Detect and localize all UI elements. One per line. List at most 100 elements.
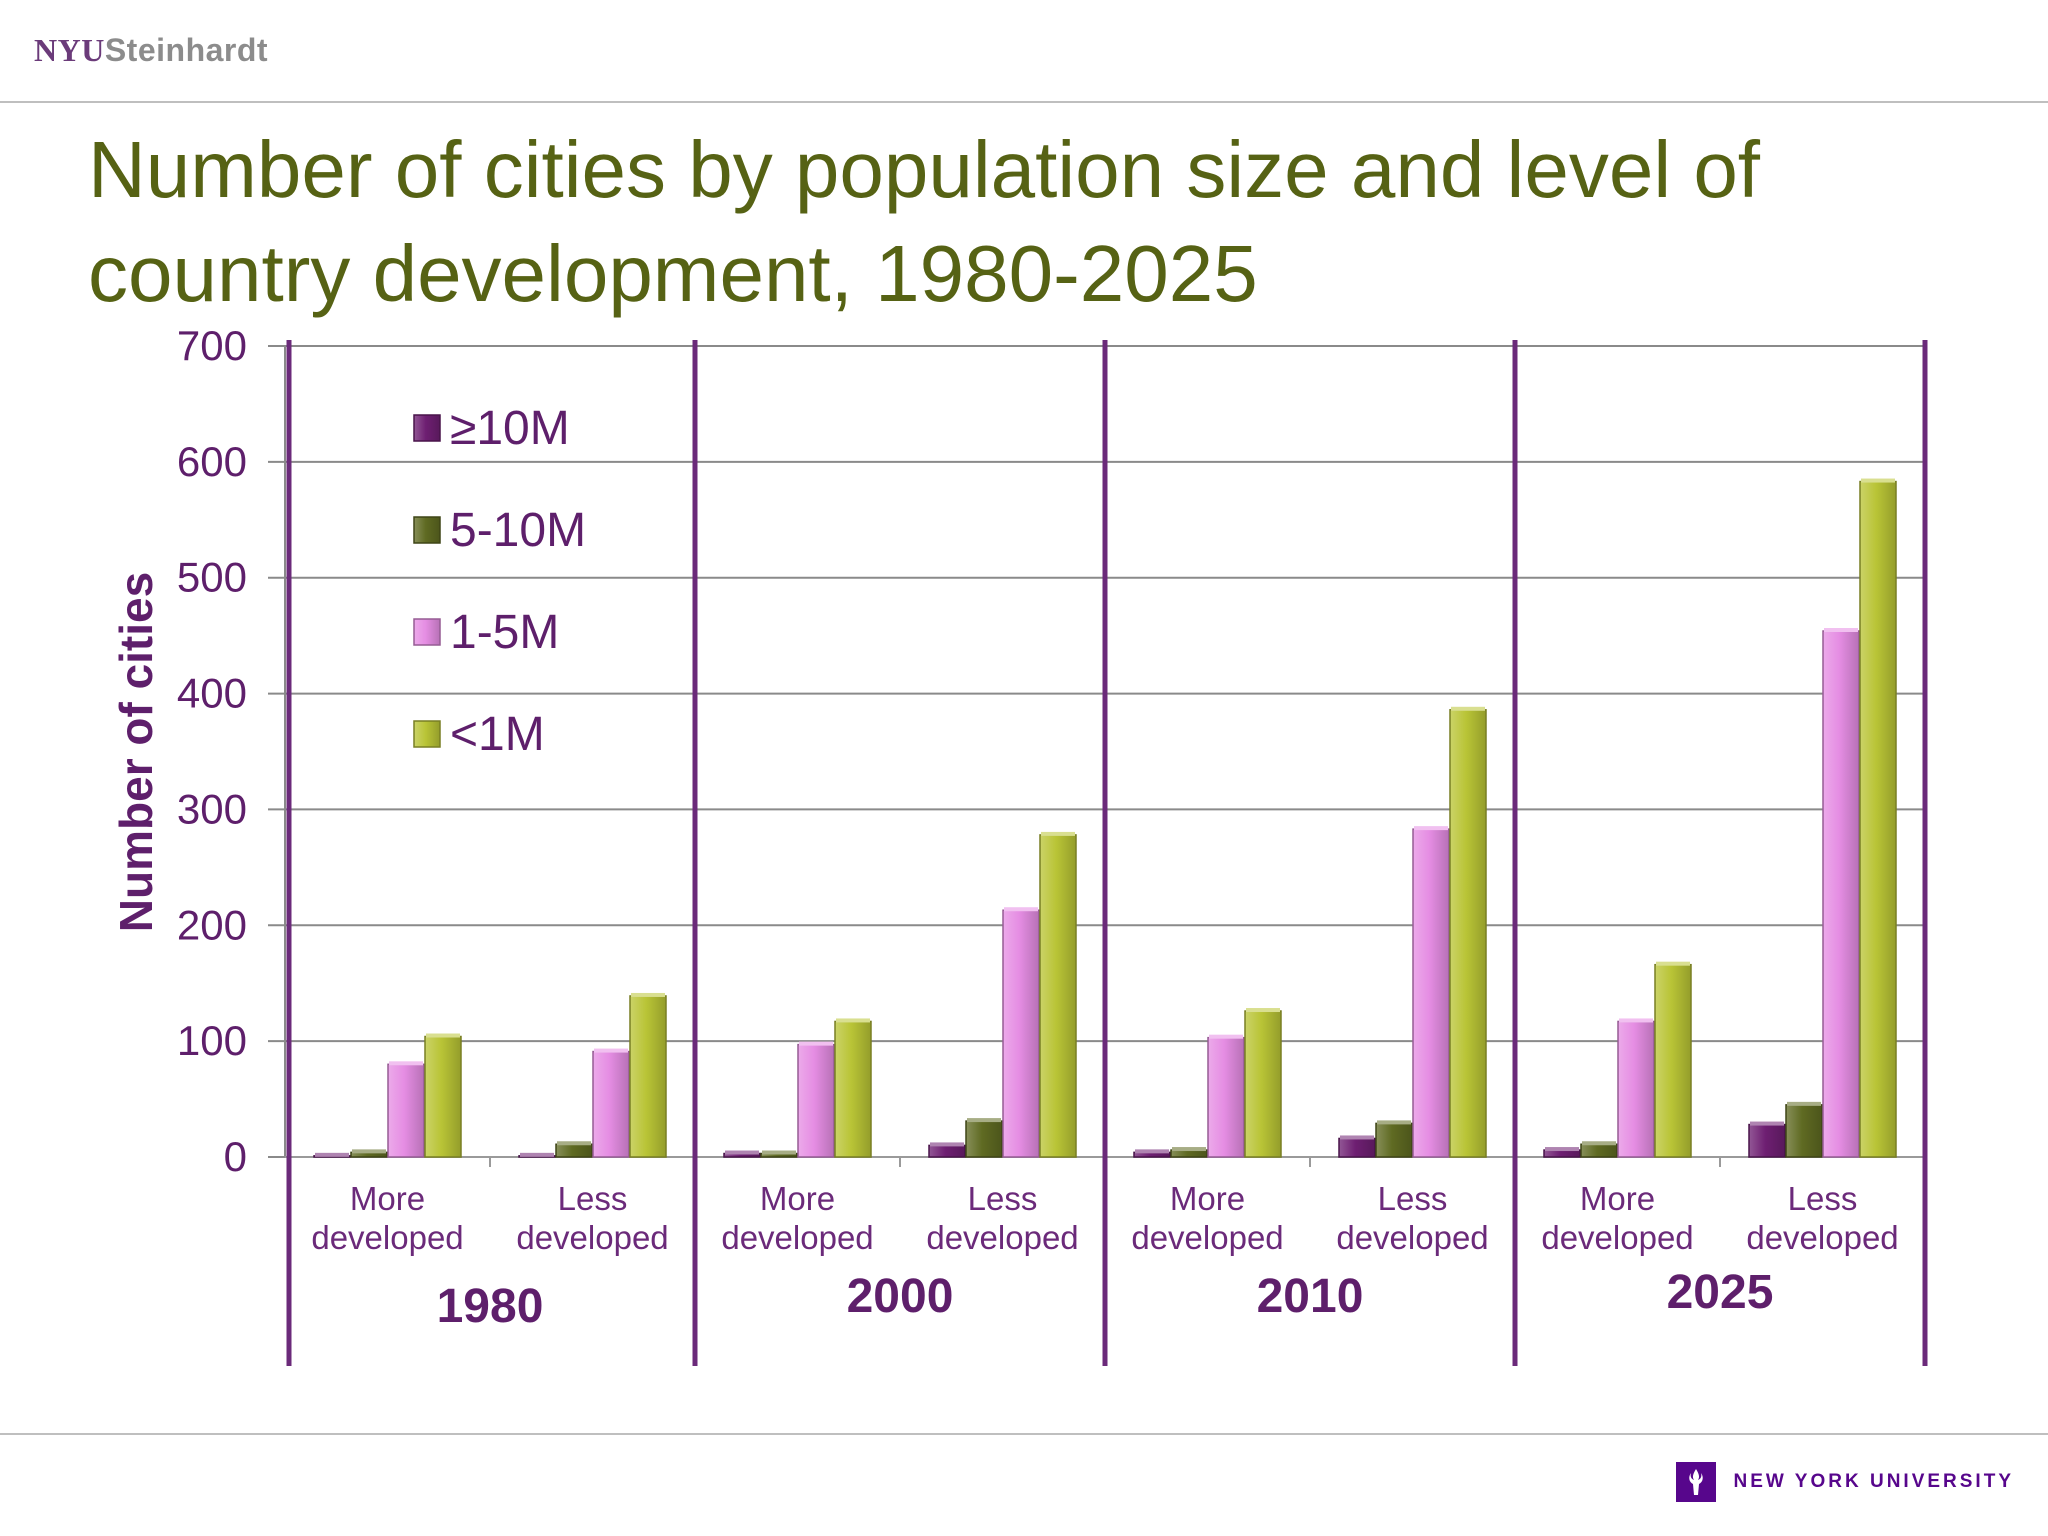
bar-top-highlight bbox=[1172, 1147, 1206, 1152]
bar bbox=[797, 1043, 835, 1158]
bar-top-highlight bbox=[930, 1142, 964, 1147]
bar bbox=[1748, 1123, 1786, 1158]
bar-top-highlight bbox=[1656, 961, 1690, 966]
category-label: Less bbox=[968, 1180, 1038, 1217]
nyu-footer-logo: NEW YORK UNIVERSITY bbox=[1675, 1462, 2014, 1502]
legend-swatch bbox=[413, 618, 441, 646]
bar-top-highlight bbox=[594, 1048, 628, 1053]
category-label: developed bbox=[1541, 1219, 1693, 1256]
category-label: developed bbox=[1336, 1219, 1488, 1256]
bar-top-highlight bbox=[315, 1152, 349, 1157]
y-tick-label: 200 bbox=[177, 901, 247, 948]
bar bbox=[629, 995, 667, 1158]
bar bbox=[965, 1120, 1003, 1158]
bar-top-highlight bbox=[389, 1061, 423, 1066]
category-label: Less bbox=[558, 1180, 628, 1217]
torch-icon bbox=[1675, 1462, 1716, 1502]
y-tick-label: 500 bbox=[177, 554, 247, 601]
bar bbox=[1002, 909, 1040, 1158]
bar bbox=[1859, 480, 1897, 1158]
bar-top-highlight bbox=[1861, 478, 1895, 483]
category-label: developed bbox=[926, 1219, 1078, 1256]
bar bbox=[424, 1035, 462, 1158]
year-label: 2000 bbox=[847, 1270, 954, 1323]
bar-top-highlight bbox=[1004, 907, 1038, 912]
bar-top-highlight bbox=[352, 1149, 386, 1154]
y-tick-label: 100 bbox=[177, 1017, 247, 1064]
legend-swatch bbox=[413, 414, 441, 442]
legend-label: 5-10M bbox=[450, 504, 586, 557]
bar-top-highlight bbox=[762, 1150, 796, 1155]
category-label: More bbox=[350, 1180, 425, 1217]
bar bbox=[1244, 1010, 1282, 1158]
bar-top-highlight bbox=[1582, 1141, 1616, 1146]
category-label: developed bbox=[516, 1219, 668, 1256]
bar bbox=[387, 1063, 425, 1158]
category-label: More bbox=[760, 1180, 835, 1217]
bar-top-highlight bbox=[1246, 1008, 1280, 1013]
legend-swatch bbox=[413, 720, 441, 748]
category-label: developed bbox=[1746, 1219, 1898, 1256]
bar-chart: 0100200300400500600700MoredevelopedLessd… bbox=[177, 322, 1928, 1366]
category-label: developed bbox=[311, 1219, 463, 1256]
bar bbox=[1654, 963, 1692, 1158]
bar-top-highlight bbox=[1619, 1018, 1653, 1023]
y-tick-label: 700 bbox=[177, 322, 247, 369]
bar-top-highlight bbox=[967, 1118, 1001, 1123]
footer-university-name: NEW YORK UNIVERSITY bbox=[1733, 1471, 2014, 1492]
category-label: developed bbox=[1131, 1219, 1283, 1256]
footer-divider bbox=[0, 1433, 2048, 1435]
year-label: 2010 bbox=[1257, 1270, 1364, 1323]
category-label: More bbox=[1580, 1180, 1655, 1217]
bar bbox=[1543, 1149, 1581, 1158]
bar-top-highlight bbox=[1377, 1120, 1411, 1125]
bar-top-highlight bbox=[1451, 706, 1485, 711]
bar bbox=[834, 1020, 872, 1158]
bar-top-highlight bbox=[799, 1041, 833, 1046]
nyu-steinhardt-logo: NYUSteinhardt bbox=[34, 32, 268, 69]
category-label: Less bbox=[1788, 1180, 1858, 1217]
header-divider bbox=[0, 101, 2048, 103]
logo-steinhardt-text: Steinhardt bbox=[104, 32, 269, 68]
legend-swatch bbox=[413, 516, 441, 544]
bar bbox=[1580, 1143, 1618, 1158]
bar-top-highlight bbox=[1545, 1147, 1579, 1152]
year-label: 2025 bbox=[1667, 1266, 1774, 1319]
bar bbox=[1338, 1137, 1376, 1158]
bar-top-highlight bbox=[631, 992, 665, 997]
logo-nyu-text: NYU bbox=[34, 32, 105, 68]
bar bbox=[928, 1144, 966, 1158]
bar-top-highlight bbox=[1209, 1034, 1243, 1039]
bar bbox=[1617, 1020, 1655, 1158]
bar-top-highlight bbox=[1750, 1121, 1784, 1126]
slide-title: Number of cities by population size and … bbox=[88, 125, 1761, 318]
bar-top-highlight bbox=[836, 1018, 870, 1023]
category-label: More bbox=[1170, 1180, 1245, 1217]
bar bbox=[1207, 1036, 1245, 1158]
year-label: 1980 bbox=[437, 1280, 544, 1333]
y-axis-label: Number of cities bbox=[110, 571, 162, 933]
legend-label: <1M bbox=[450, 708, 545, 761]
bar-top-highlight bbox=[1824, 628, 1858, 633]
bar-top-highlight bbox=[520, 1152, 554, 1157]
y-tick-label: 400 bbox=[177, 670, 247, 717]
bar-top-highlight bbox=[1787, 1101, 1821, 1106]
bar bbox=[1822, 630, 1860, 1158]
bar-top-highlight bbox=[426, 1033, 460, 1038]
bar bbox=[1375, 1122, 1413, 1158]
bar-top-highlight bbox=[1414, 826, 1448, 831]
bar bbox=[555, 1143, 593, 1158]
bar bbox=[592, 1050, 630, 1158]
bar-top-highlight bbox=[1135, 1149, 1169, 1154]
y-tick-label: 600 bbox=[177, 438, 247, 485]
legend-label: ≥10M bbox=[450, 402, 570, 455]
bar-top-highlight bbox=[1041, 831, 1075, 836]
bar-top-highlight bbox=[725, 1150, 759, 1155]
y-tick-label: 300 bbox=[177, 785, 247, 832]
bar bbox=[1039, 834, 1077, 1158]
bar bbox=[1785, 1104, 1823, 1158]
bar bbox=[1412, 828, 1450, 1158]
bar-top-highlight bbox=[1340, 1135, 1374, 1140]
y-tick-label: 0 bbox=[224, 1133, 247, 1180]
bar bbox=[1449, 709, 1487, 1158]
